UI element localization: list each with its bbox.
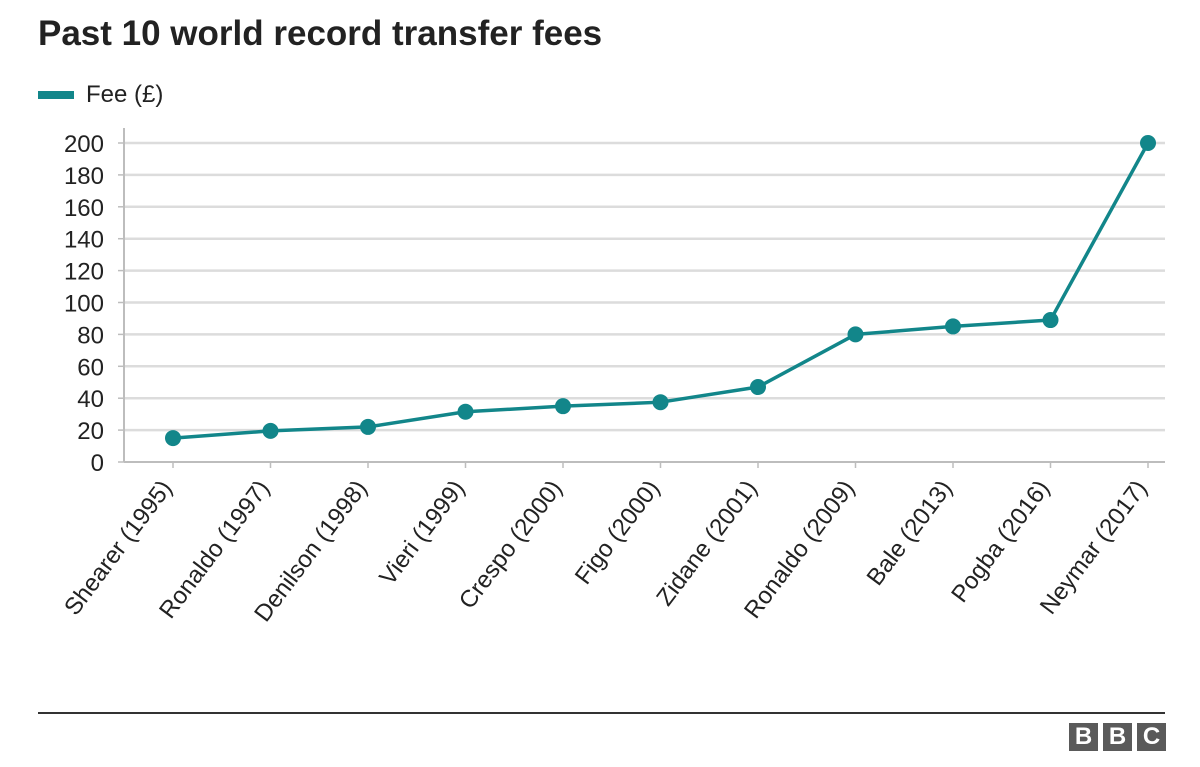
y-tick-label: 200 xyxy=(64,131,104,158)
data-point xyxy=(555,398,571,415)
y-tick-label: 180 xyxy=(64,163,104,190)
legend-swatch xyxy=(38,91,74,99)
data-point xyxy=(1140,135,1156,151)
x-tick-label: Vieri (1999) xyxy=(374,475,470,590)
logo-letter: B xyxy=(1103,723,1132,751)
y-tick-label: 100 xyxy=(64,291,104,318)
line-chart: 0 20 40 60 80 100 120 140 160 180 200 Shearer (199… xyxy=(59,128,1165,627)
data-point xyxy=(262,422,279,439)
legend-label: Fee (£) xyxy=(86,81,164,108)
x-tick-label: Crespo (2000) xyxy=(454,475,568,614)
data-point xyxy=(750,379,766,396)
chart-title: Past 10 world record transfer fees xyxy=(38,14,603,53)
x-tick-label: Figo (2000) xyxy=(570,475,665,589)
x-tick-label: Pogba (2016) xyxy=(946,475,1055,607)
footer-divider xyxy=(38,712,1165,714)
data-point xyxy=(652,394,669,411)
y-tick-label: 140 xyxy=(64,227,104,254)
data-point xyxy=(945,318,961,335)
data-point xyxy=(1042,312,1059,329)
x-tick-label: Zidane (2001) xyxy=(651,475,762,611)
bbc-logo: B B C xyxy=(1069,723,1166,751)
y-tick-label: 0 xyxy=(91,450,104,477)
legend: Fee (£) xyxy=(38,78,163,112)
y-tick-label: 20 xyxy=(77,418,104,445)
logo-letter: B xyxy=(1069,723,1098,751)
data-point xyxy=(847,326,864,343)
data-point xyxy=(360,418,376,435)
y-tick-label: 160 xyxy=(64,195,104,222)
gridlines xyxy=(124,141,1165,432)
y-tick-label: 60 xyxy=(77,354,104,381)
axes xyxy=(118,128,1165,468)
series-line xyxy=(172,142,1150,440)
series xyxy=(165,135,1156,447)
data-point xyxy=(165,430,181,447)
data-point xyxy=(457,403,474,420)
y-tick-label: 80 xyxy=(77,322,104,349)
x-tick-labels: Shearer (1995)Ronaldo (1997)Denilson (19… xyxy=(59,475,1153,627)
y-tick-label: 40 xyxy=(77,386,104,413)
y-tick-label: 120 xyxy=(64,259,104,286)
logo-letter: C xyxy=(1137,723,1166,751)
x-tick-label: Neymar (2017) xyxy=(1035,475,1153,619)
x-tick-label: Bale (2013) xyxy=(862,475,958,590)
y-tick-labels: 0 20 40 60 80 100 120 140 160 180 200 xyxy=(64,131,104,477)
